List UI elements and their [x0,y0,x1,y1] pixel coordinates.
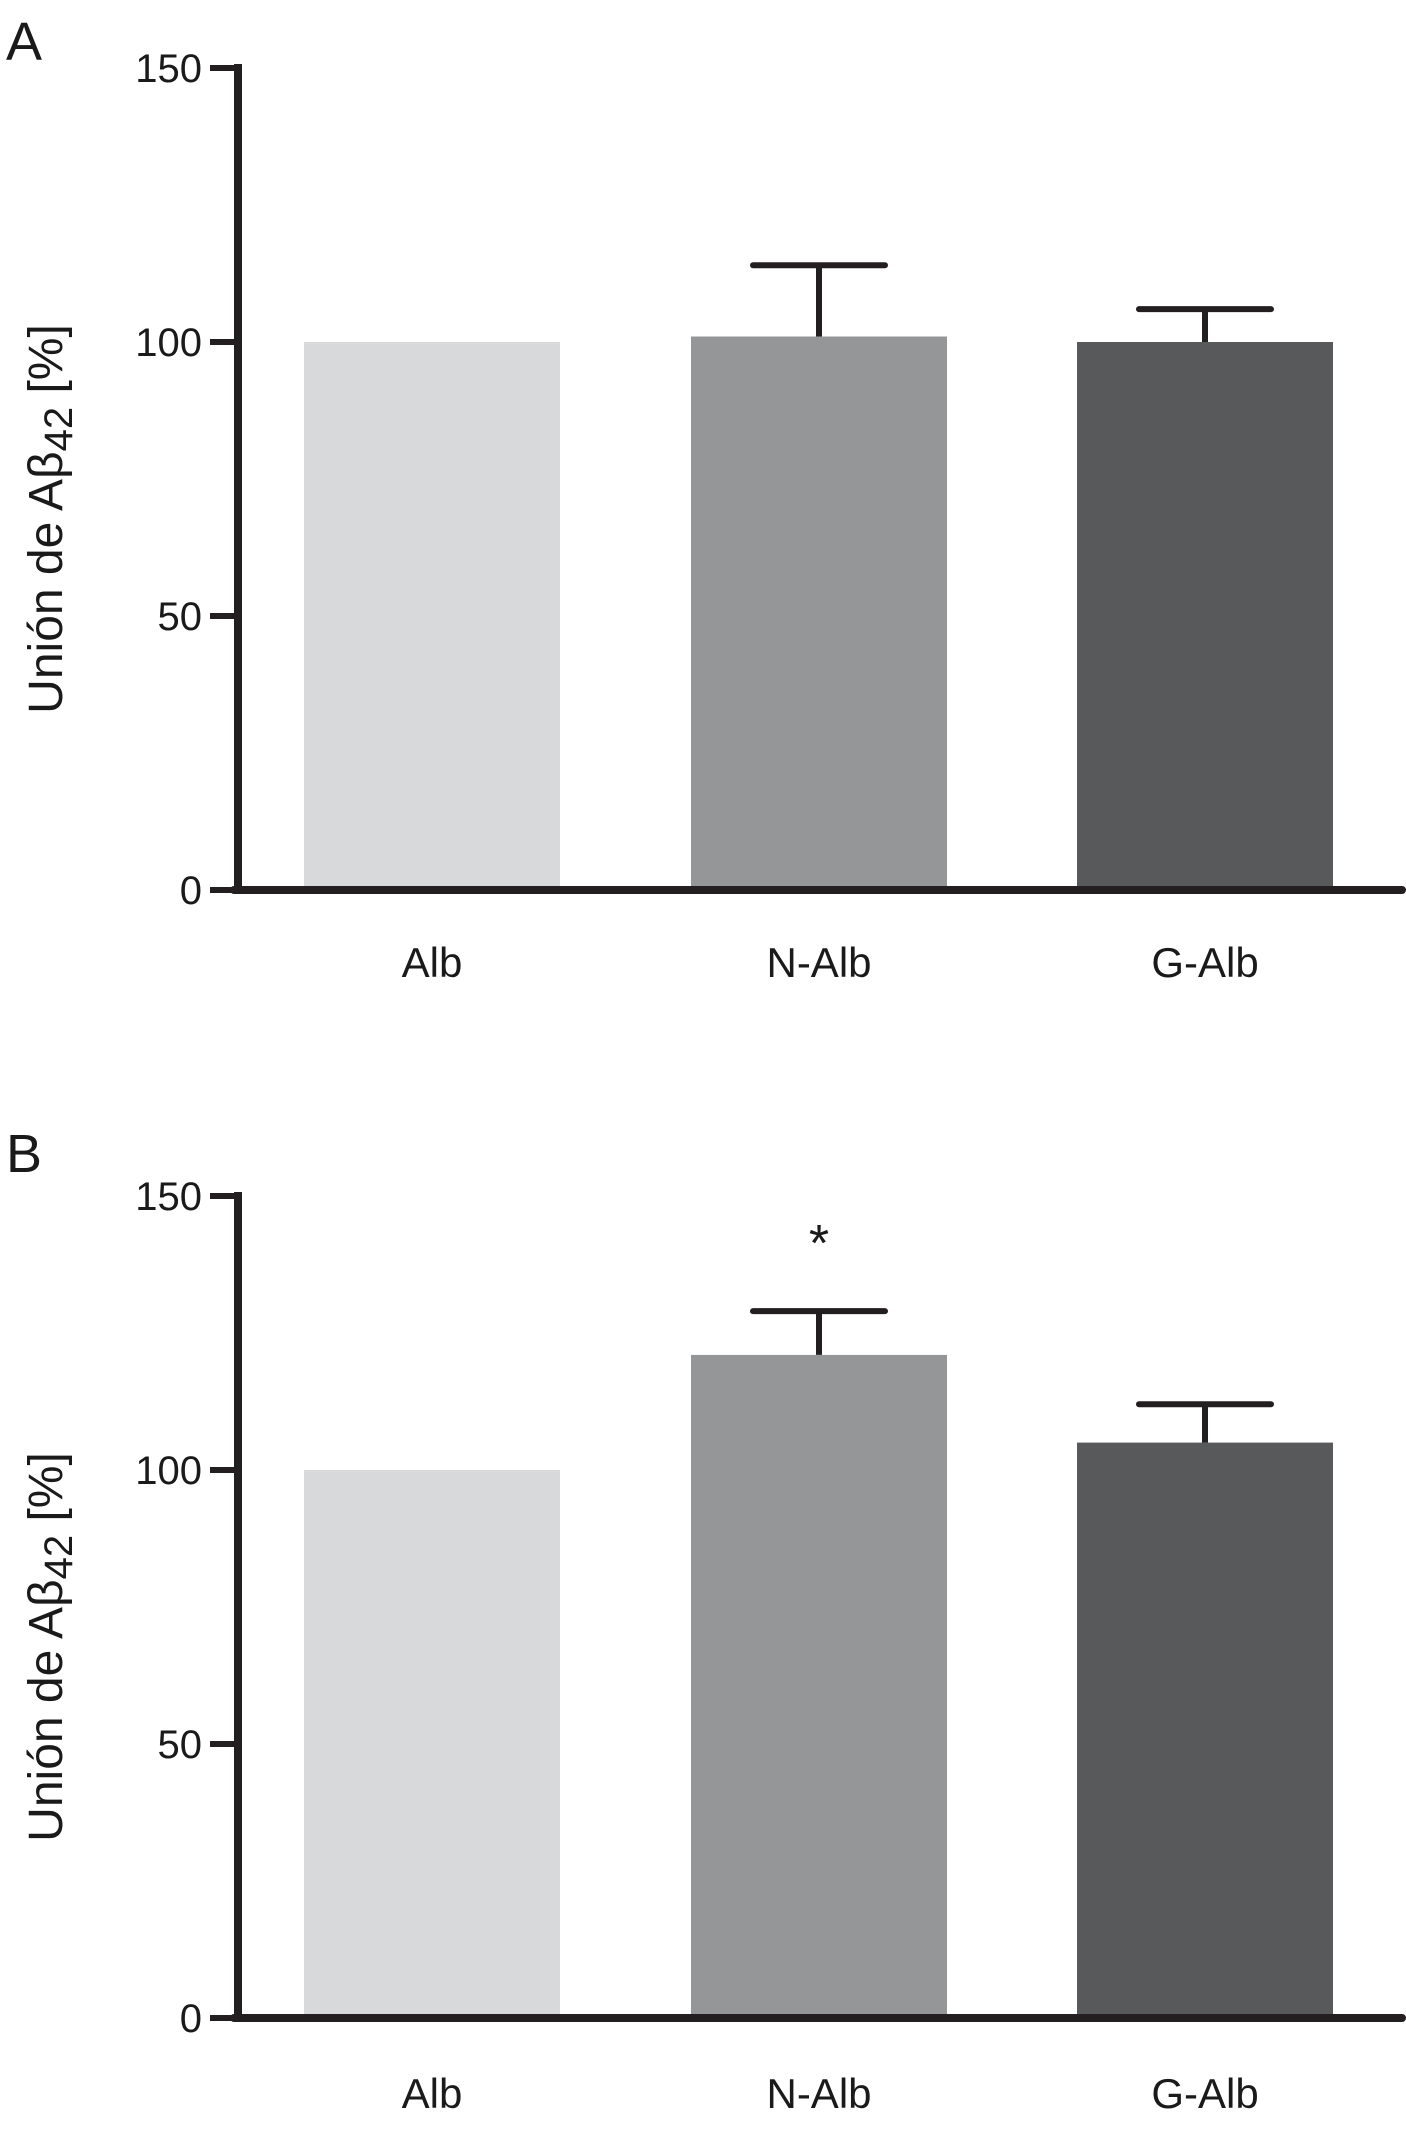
bar-g-alb [1077,1442,1333,2018]
y-axis-label: Unión de Aβ42 [%] [20,1452,81,1842]
y-tick-label: 150 [135,1175,202,1219]
y-tick-label: 150 [135,47,202,91]
x-tick-label-n-alb: N-Alb [766,2070,871,2117]
bar-n-alb [691,336,947,890]
chart-panel-b: B * 0 50 100 150 Alb N-Alb G-Alb Unión de Aβ42 [%… [6,1124,1406,2117]
chart-panel-a: A 0 50 100 150 Alb N-Alb G-Alb Unión de Aβ42 [%] [6,12,1406,986]
y-axis-label: Unión de Aβ42 [%] [20,324,81,714]
bar-alb [304,342,560,890]
bar-alb [304,1470,560,2018]
significance-marker: * [809,1215,829,1273]
x-tick-label-g-alb: G-Alb [1151,939,1258,986]
y-tick-label: 50 [158,1723,203,1767]
y-tick-label: 100 [135,1449,202,1493]
bar-n-alb [691,1354,947,2018]
y-tick-label: 50 [158,595,203,639]
x-tick-label-alb: Alb [402,939,463,986]
panel-letter: A [6,12,42,72]
x-tick-label-n-alb: N-Alb [766,939,871,986]
y-tick-label: 0 [180,869,202,913]
y-tick-label: 100 [135,321,202,365]
bar-g-alb [1077,342,1333,890]
x-tick-label-alb: Alb [402,2070,463,2117]
y-tick-label: 0 [180,1997,202,2041]
panel-letter: B [6,1124,42,1184]
x-tick-label-g-alb: G-Alb [1151,2070,1258,2117]
